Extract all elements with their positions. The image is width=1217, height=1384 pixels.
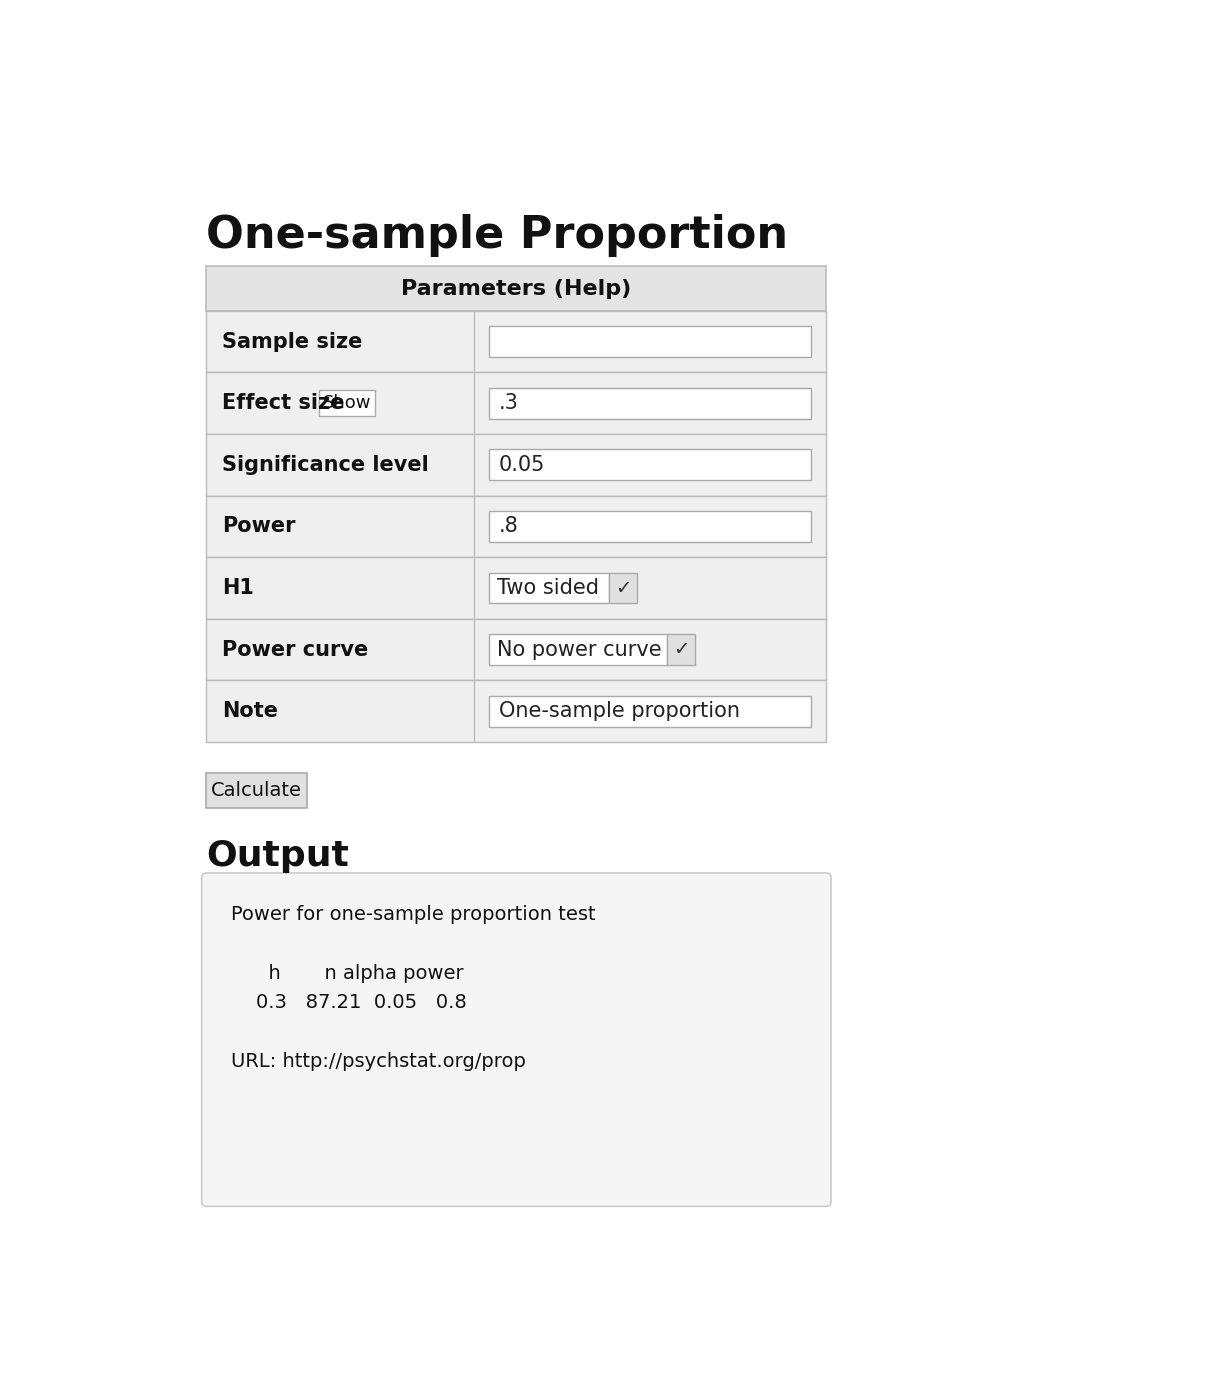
Bar (207, 681, 826, 742)
Text: Power: Power (221, 516, 296, 537)
Text: Power curve: Power curve (221, 639, 368, 660)
Text: No power curve: No power curve (497, 639, 662, 660)
Bar (207, 495, 826, 558)
Text: Significance level: Significance level (221, 455, 428, 475)
Bar (489, 327, 811, 357)
Text: Note: Note (221, 702, 277, 721)
Text: ✓: ✓ (615, 579, 632, 598)
Text: Output: Output (207, 839, 349, 873)
Bar (207, 311, 826, 372)
Bar (207, 372, 826, 435)
Bar (207, 619, 826, 681)
Text: Sample size: Sample size (221, 332, 363, 352)
Bar (207, 558, 826, 619)
Bar (207, 435, 826, 495)
Bar (489, 450, 811, 480)
Bar (489, 696, 811, 727)
Text: Calculate: Calculate (212, 781, 302, 800)
Text: 0.3   87.21  0.05   0.8: 0.3 87.21 0.05 0.8 (231, 994, 467, 1012)
Bar (610, 573, 638, 603)
Text: h       n alpha power: h n alpha power (231, 963, 464, 983)
Bar (667, 634, 695, 666)
Text: Effect size: Effect size (221, 393, 344, 414)
Bar (489, 573, 610, 603)
Text: One-sample Proportion: One-sample Proportion (207, 213, 789, 257)
Bar (489, 634, 667, 666)
Text: Show: Show (323, 394, 371, 412)
Text: URL: http://psychstat.org/prop: URL: http://psychstat.org/prop (231, 1052, 526, 1071)
Text: ✓: ✓ (673, 641, 690, 659)
Bar (489, 511, 811, 543)
Bar (319, 390, 375, 417)
Text: 0.05: 0.05 (499, 455, 545, 475)
Bar (489, 388, 811, 418)
Text: .8: .8 (499, 516, 518, 537)
Bar (207, 772, 307, 808)
Text: Power for one-sample proportion test: Power for one-sample proportion test (231, 905, 596, 925)
Text: .3: .3 (499, 393, 518, 414)
Text: Two sided: Two sided (497, 579, 599, 598)
FancyBboxPatch shape (202, 873, 831, 1207)
Text: One-sample proportion: One-sample proportion (499, 702, 740, 721)
Text: Parameters (Help): Parameters (Help) (402, 278, 632, 299)
Text: H1: H1 (221, 579, 254, 598)
Bar (207, 266, 826, 311)
